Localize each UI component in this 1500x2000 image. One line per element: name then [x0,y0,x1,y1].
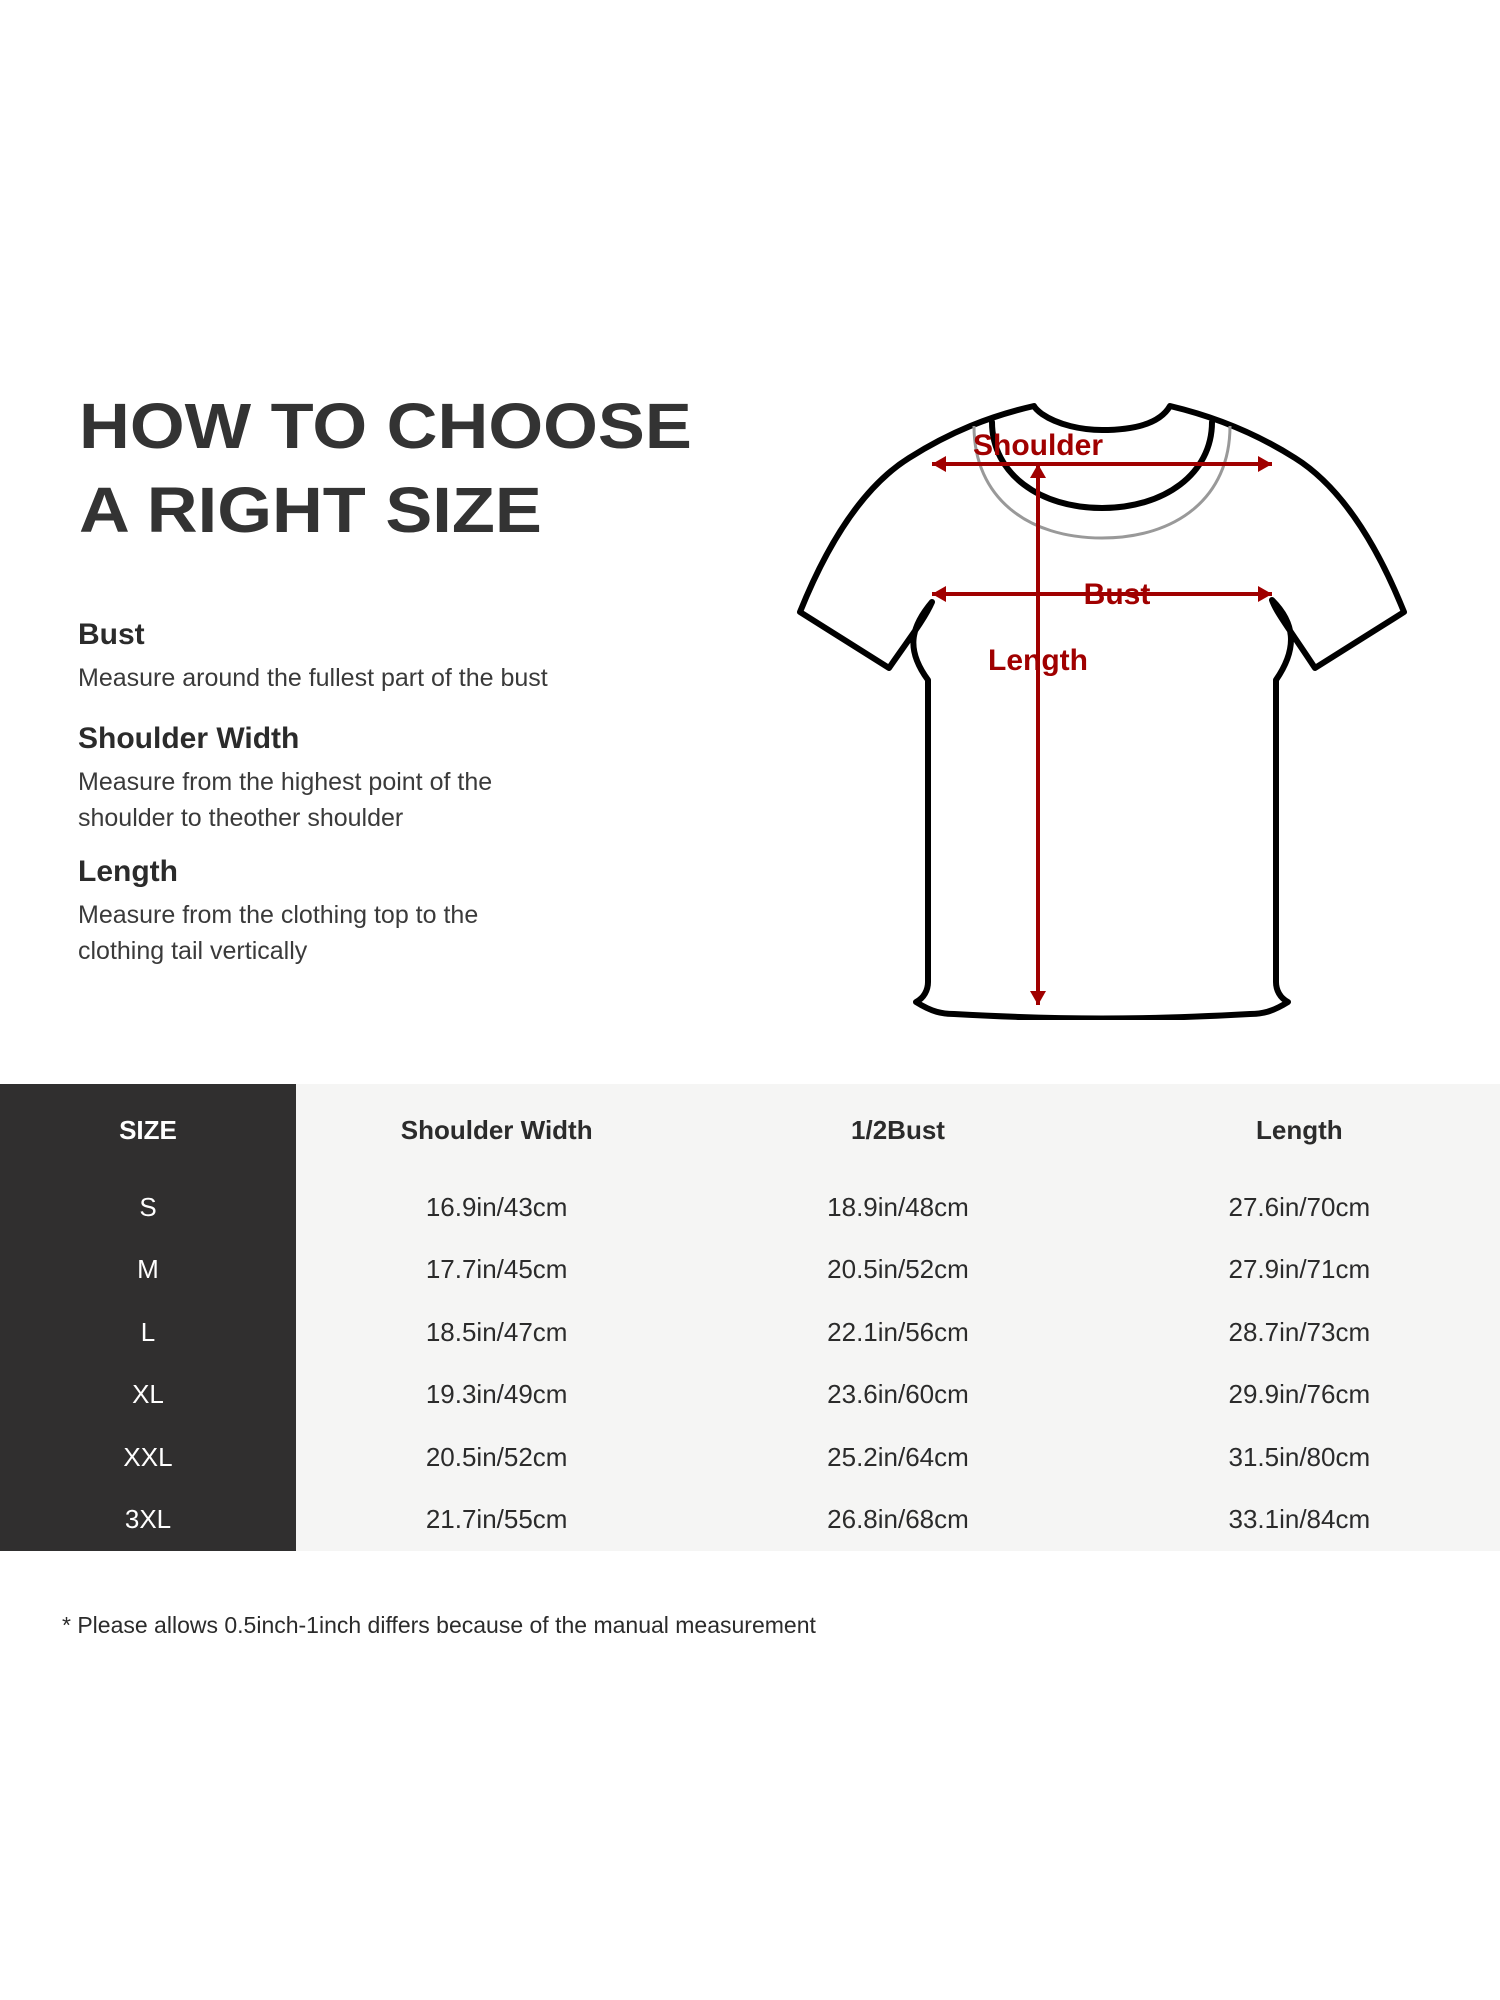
svg-text:Shoulder: Shoulder [973,429,1103,462]
svg-text:Bust: Bust [1084,578,1151,611]
svg-text:Length: Length [988,644,1088,677]
